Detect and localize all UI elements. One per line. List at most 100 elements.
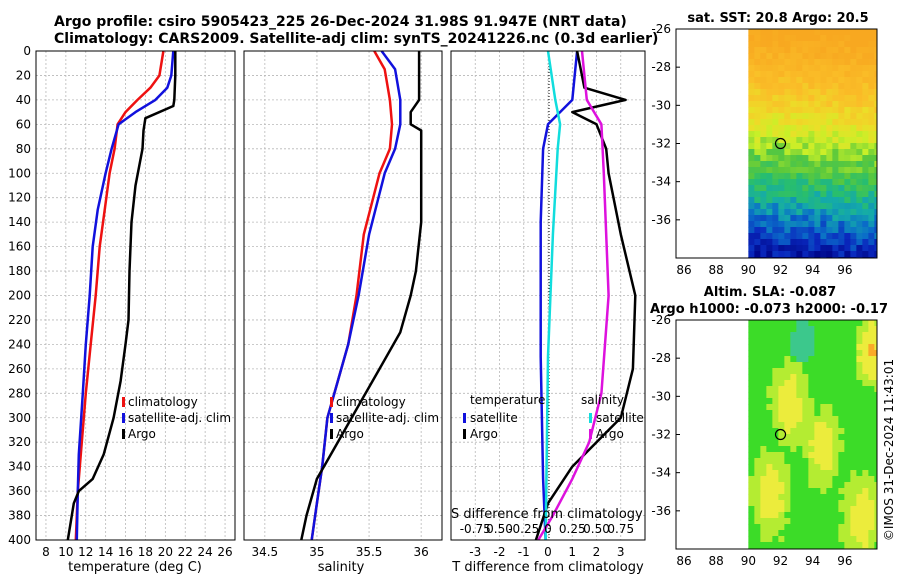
map-cell	[826, 512, 833, 519]
map-cell	[778, 350, 785, 357]
map-cell	[868, 227, 875, 234]
legend-swatch	[463, 413, 466, 423]
map-cell	[820, 392, 827, 399]
map-cell	[838, 251, 845, 258]
map-cell	[790, 386, 797, 393]
map-cell	[862, 77, 869, 84]
depth-tick-label: 160	[8, 240, 31, 254]
map-cell	[874, 197, 877, 204]
map-cell	[814, 245, 821, 252]
map-cell	[808, 59, 815, 66]
map-cell	[784, 125, 791, 132]
map-cell	[754, 41, 761, 48]
map-cell	[868, 179, 875, 186]
map-cell	[850, 338, 857, 345]
map-cell	[796, 482, 803, 489]
map-cell	[796, 404, 803, 411]
map-cell	[778, 65, 785, 72]
map-cell	[748, 356, 755, 363]
map-cell	[790, 470, 797, 477]
map-cell	[796, 107, 803, 114]
map-cell	[868, 500, 875, 507]
map-cell	[838, 452, 845, 459]
map-cell	[778, 29, 785, 36]
map-cell	[814, 476, 821, 483]
map-cell	[820, 500, 827, 507]
map-cell	[754, 368, 761, 375]
map-cell	[874, 107, 877, 114]
map-cell	[796, 197, 803, 204]
map-cell	[832, 410, 839, 417]
map-cell	[808, 221, 815, 228]
map-cell	[790, 215, 797, 222]
map-cell	[766, 440, 773, 447]
map-cell	[778, 35, 785, 42]
map-cell	[820, 524, 827, 531]
map-cell	[820, 464, 827, 471]
map-cell	[748, 398, 755, 405]
map-cell	[850, 410, 857, 417]
map-x-tick: 94	[805, 554, 820, 568]
map-cell	[826, 338, 833, 345]
x-tick-label: 35	[309, 545, 324, 559]
map-cell	[844, 233, 851, 240]
map-cell	[760, 239, 767, 246]
map-cell	[772, 530, 779, 537]
map-cell	[814, 428, 821, 435]
map-cell	[844, 458, 851, 465]
map-cell	[766, 71, 773, 78]
map-cell	[814, 47, 821, 54]
map-cell	[814, 35, 821, 42]
map-cell	[826, 143, 833, 150]
map-cell	[754, 518, 761, 525]
depth-tick-label: 200	[8, 289, 31, 303]
map-cell	[784, 392, 791, 399]
map-cell	[850, 542, 857, 549]
map-x-tick: 88	[709, 263, 724, 277]
map-cell	[772, 362, 779, 369]
map-cell	[856, 77, 863, 84]
map-cell	[844, 422, 851, 429]
map-cell	[772, 47, 779, 54]
map-cell	[760, 125, 767, 132]
map-cell	[802, 113, 809, 120]
map-cell	[748, 197, 755, 204]
map-cell	[784, 149, 791, 156]
map-cell	[820, 398, 827, 405]
map-cell	[862, 464, 869, 471]
map-cell	[784, 233, 791, 240]
map-cell	[862, 167, 869, 174]
map-cell	[790, 47, 797, 54]
map-cell	[874, 356, 877, 363]
map-cell	[832, 434, 839, 441]
map-cell	[874, 191, 877, 198]
map-cell	[754, 209, 761, 216]
map-cell	[748, 167, 755, 174]
map-cell	[820, 197, 827, 204]
map-cell	[766, 386, 773, 393]
map-cell	[796, 530, 803, 537]
map-cell	[808, 374, 815, 381]
map-cell	[874, 536, 877, 543]
map-cell	[760, 191, 767, 198]
map-cell	[766, 434, 773, 441]
map-cell	[766, 458, 773, 465]
map-cell	[844, 227, 851, 234]
temperature-tick-labels: 8 10 12 14 16 18 20 22 24 26	[42, 545, 233, 559]
map-cell	[814, 530, 821, 537]
map-cell	[784, 350, 791, 357]
map-cell	[856, 221, 863, 228]
map-x-tick: 90	[741, 554, 756, 568]
map-cell	[784, 167, 791, 174]
map-cell	[814, 320, 821, 327]
map-cell	[796, 386, 803, 393]
map-cell	[766, 524, 773, 531]
map-cell	[754, 356, 761, 363]
map-cell	[850, 392, 857, 399]
map-cell	[868, 113, 875, 120]
map-cell	[808, 251, 815, 258]
map-cell	[778, 113, 785, 120]
map-cell	[772, 434, 779, 441]
map-cell	[808, 137, 815, 144]
map-cell	[868, 326, 875, 333]
